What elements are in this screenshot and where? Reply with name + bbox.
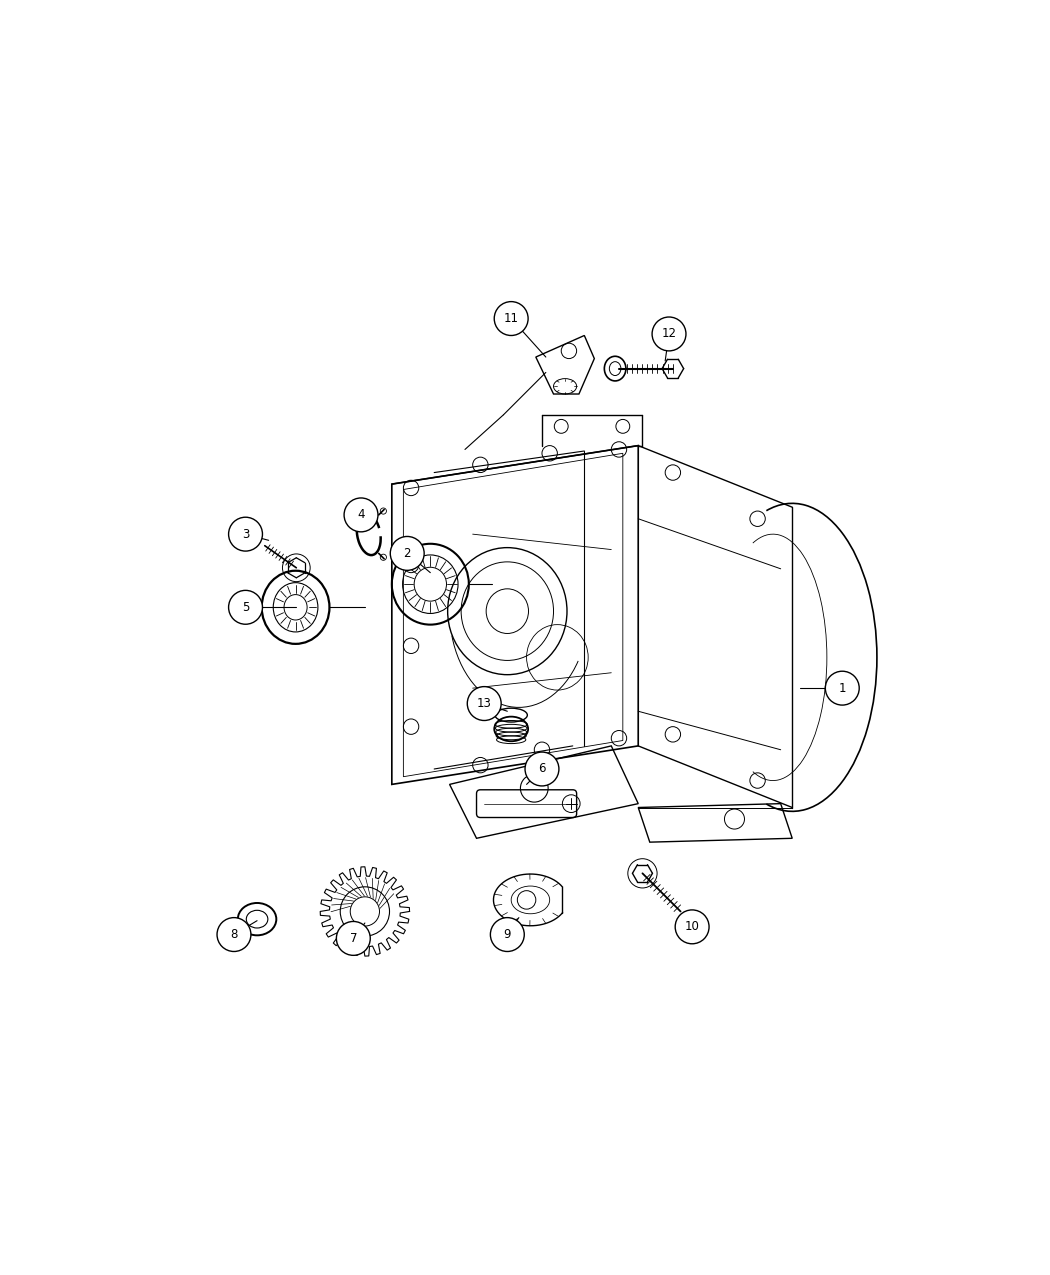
Circle shape <box>490 918 524 951</box>
Text: 2: 2 <box>403 547 411 560</box>
Circle shape <box>229 590 262 625</box>
Text: 9: 9 <box>504 928 511 941</box>
Text: 10: 10 <box>685 921 699 933</box>
Circle shape <box>391 537 424 570</box>
Circle shape <box>675 910 709 943</box>
Text: 3: 3 <box>242 528 249 541</box>
Text: 12: 12 <box>662 328 676 340</box>
Text: 7: 7 <box>350 932 357 945</box>
Text: 8: 8 <box>230 928 237 941</box>
Text: 13: 13 <box>477 697 491 710</box>
Circle shape <box>495 302 528 335</box>
Text: 11: 11 <box>504 312 519 325</box>
Text: 5: 5 <box>242 601 249 613</box>
Circle shape <box>825 671 859 705</box>
Circle shape <box>525 752 559 785</box>
Text: 1: 1 <box>839 682 846 695</box>
Circle shape <box>467 687 501 720</box>
Circle shape <box>229 518 262 551</box>
Text: 4: 4 <box>357 509 364 521</box>
Circle shape <box>344 499 378 532</box>
Circle shape <box>336 922 371 955</box>
Circle shape <box>652 317 686 351</box>
Text: 6: 6 <box>539 762 546 775</box>
Circle shape <box>217 918 251 951</box>
